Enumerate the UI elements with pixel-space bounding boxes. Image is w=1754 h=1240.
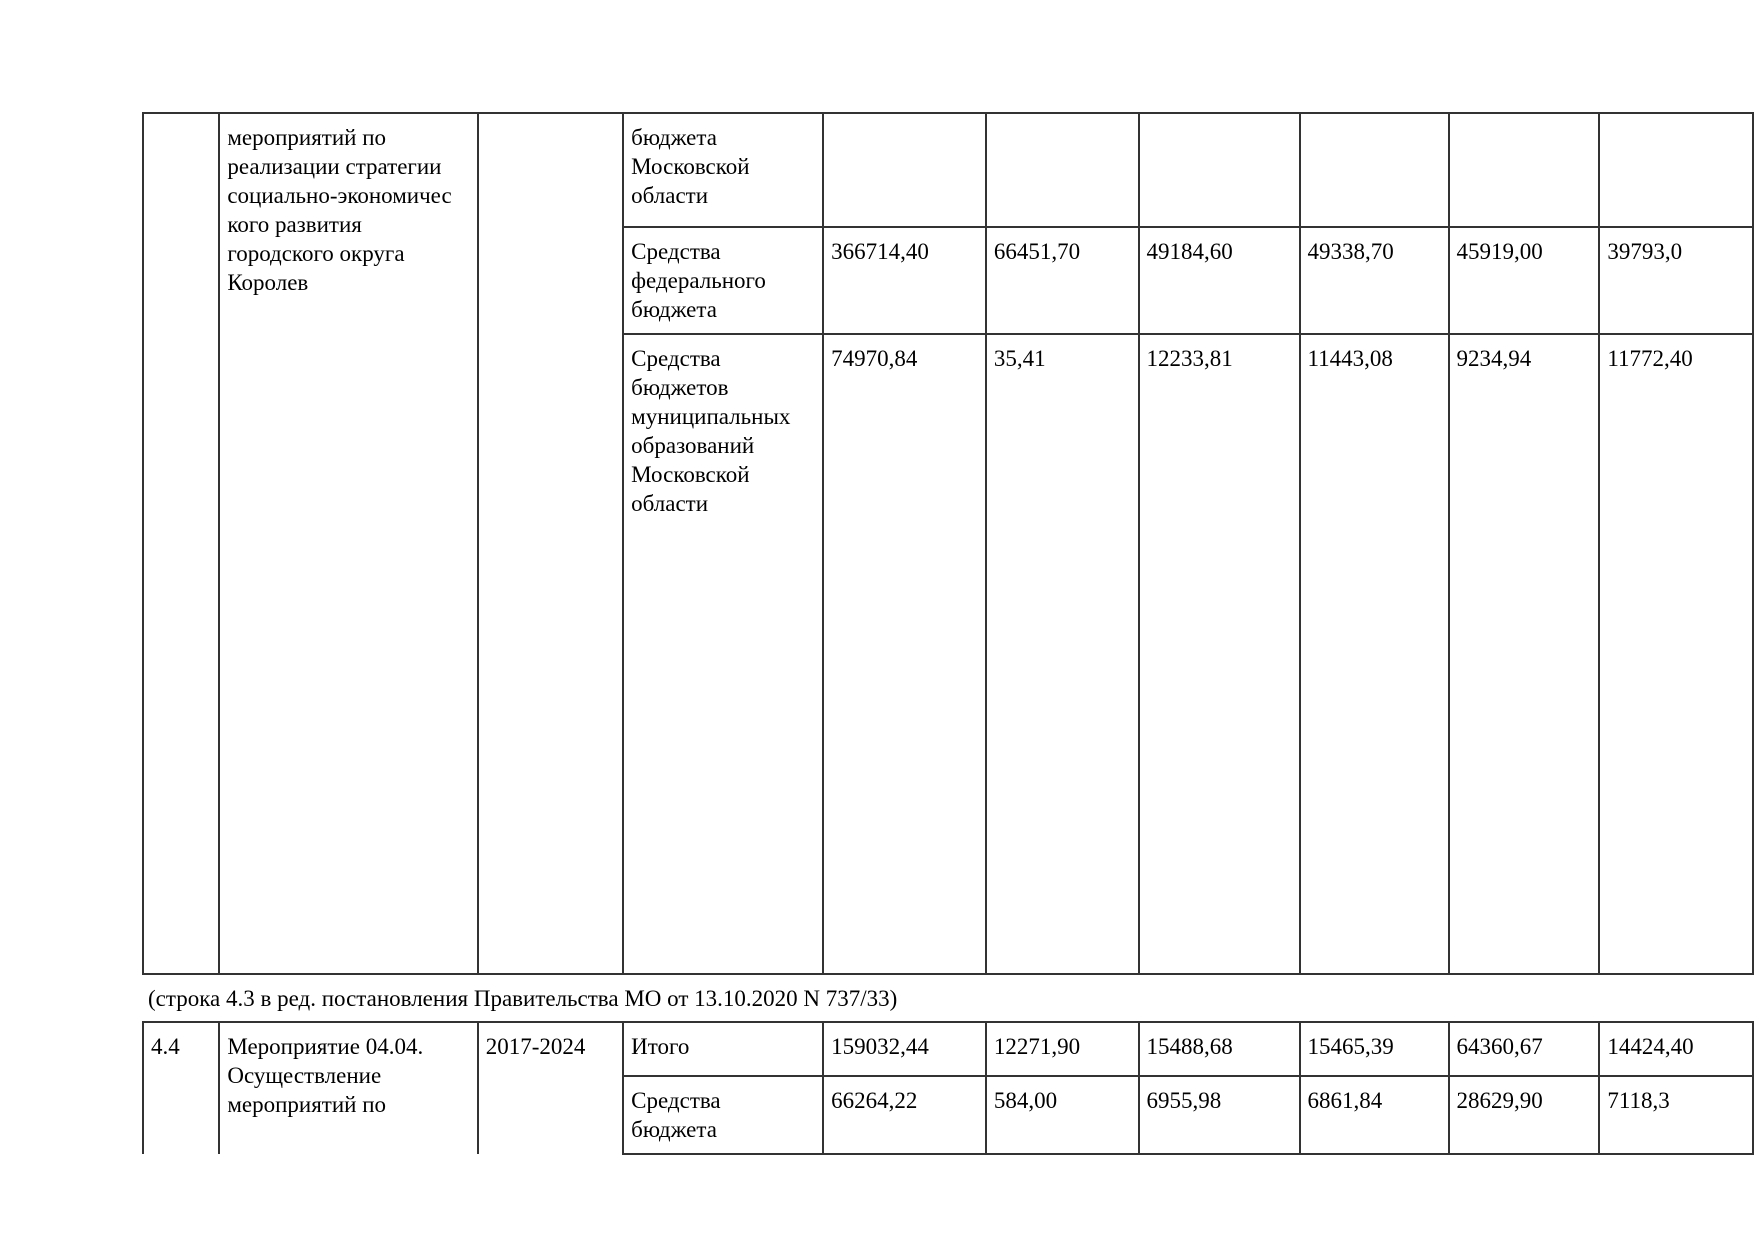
amount-cell: 584,00 xyxy=(984,1075,1140,1155)
amount-cell: 366714,40 xyxy=(822,226,987,335)
amount-cell xyxy=(1447,112,1601,228)
amendment-note: (строка 4.3 в ред. постановления Правите… xyxy=(143,973,1753,1023)
amount-cell: 66451,70 xyxy=(984,226,1140,335)
amount-cell: 39793,0 xyxy=(1598,226,1754,335)
funding-source-cell: Средства федерального бюджета xyxy=(622,226,825,335)
amount-cell xyxy=(822,112,987,228)
amount-cell: 9234,94 xyxy=(1447,333,1601,975)
amount-cell: 6955,98 xyxy=(1137,1075,1301,1155)
amount-cell: 66264,22 xyxy=(822,1075,987,1155)
amount-cell: 7118,3 xyxy=(1598,1075,1754,1155)
table-row: 4.4 Мероприятие 04.04. Осуществление мер… xyxy=(141,1021,1754,1154)
amount-cell xyxy=(1137,112,1301,228)
table-row: мероприятий по реализации стратегии соци… xyxy=(141,112,1754,975)
amount-cell: 28629,90 xyxy=(1447,1075,1601,1155)
activity-name-cell: Мероприятие 04.04. Осуществление меропри… xyxy=(218,1021,479,1154)
amount-cell: 11443,08 xyxy=(1298,333,1450,975)
amount-cell xyxy=(1298,112,1450,228)
amount-cell: 45919,00 xyxy=(1447,226,1601,335)
amount-cell: 15488,68 xyxy=(1137,1021,1301,1077)
funding-source-cell: Средства бюджетов муниципальных образова… xyxy=(622,333,825,975)
amount-cell: 11772,40 xyxy=(1598,333,1754,975)
table-row: Средства федерального бюджета 366714,40 … xyxy=(143,226,1754,335)
amount-cell: 14424,40 xyxy=(1598,1021,1754,1077)
funding-source-cell: Итого xyxy=(622,1021,825,1077)
amount-cell: 74970,84 xyxy=(822,333,987,975)
table-row: Средства бюджета 66264,22 584,00 6955,98… xyxy=(143,1075,1754,1155)
table-row: Средства бюджетов муниципальных образова… xyxy=(143,333,1754,975)
funding-source-cell: Средства бюджета xyxy=(622,1075,825,1155)
amount-cell: 49338,70 xyxy=(1298,226,1450,335)
table-row: (строка 4.3 в ред. постановления Правите… xyxy=(143,973,1753,1023)
amount-cell xyxy=(1598,112,1754,228)
amount-cell: 12233,81 xyxy=(1137,333,1301,975)
amount-cell: 12271,90 xyxy=(984,1021,1140,1077)
amount-cell: 6861,84 xyxy=(1298,1075,1450,1155)
amount-cell: 35,41 xyxy=(984,333,1140,975)
row-number-cell: 4.4 xyxy=(141,1021,221,1154)
activity-name-cell: мероприятий по реализации стратегии соци… xyxy=(218,112,479,975)
amount-cell: 15465,39 xyxy=(1298,1021,1450,1077)
period-cell: 2017-2024 xyxy=(476,1021,625,1154)
amount-cell: 49184,60 xyxy=(1137,226,1301,335)
amount-cell: 64360,67 xyxy=(1447,1021,1601,1077)
period-cell xyxy=(476,112,625,975)
funding-source-cell: бюджета Московской области xyxy=(622,112,825,228)
row-number-cell xyxy=(141,112,221,975)
budget-table: мероприятий по реализации стратегии соци… xyxy=(141,112,1754,1155)
amount-cell xyxy=(984,112,1140,228)
amount-cell: 159032,44 xyxy=(822,1021,987,1077)
